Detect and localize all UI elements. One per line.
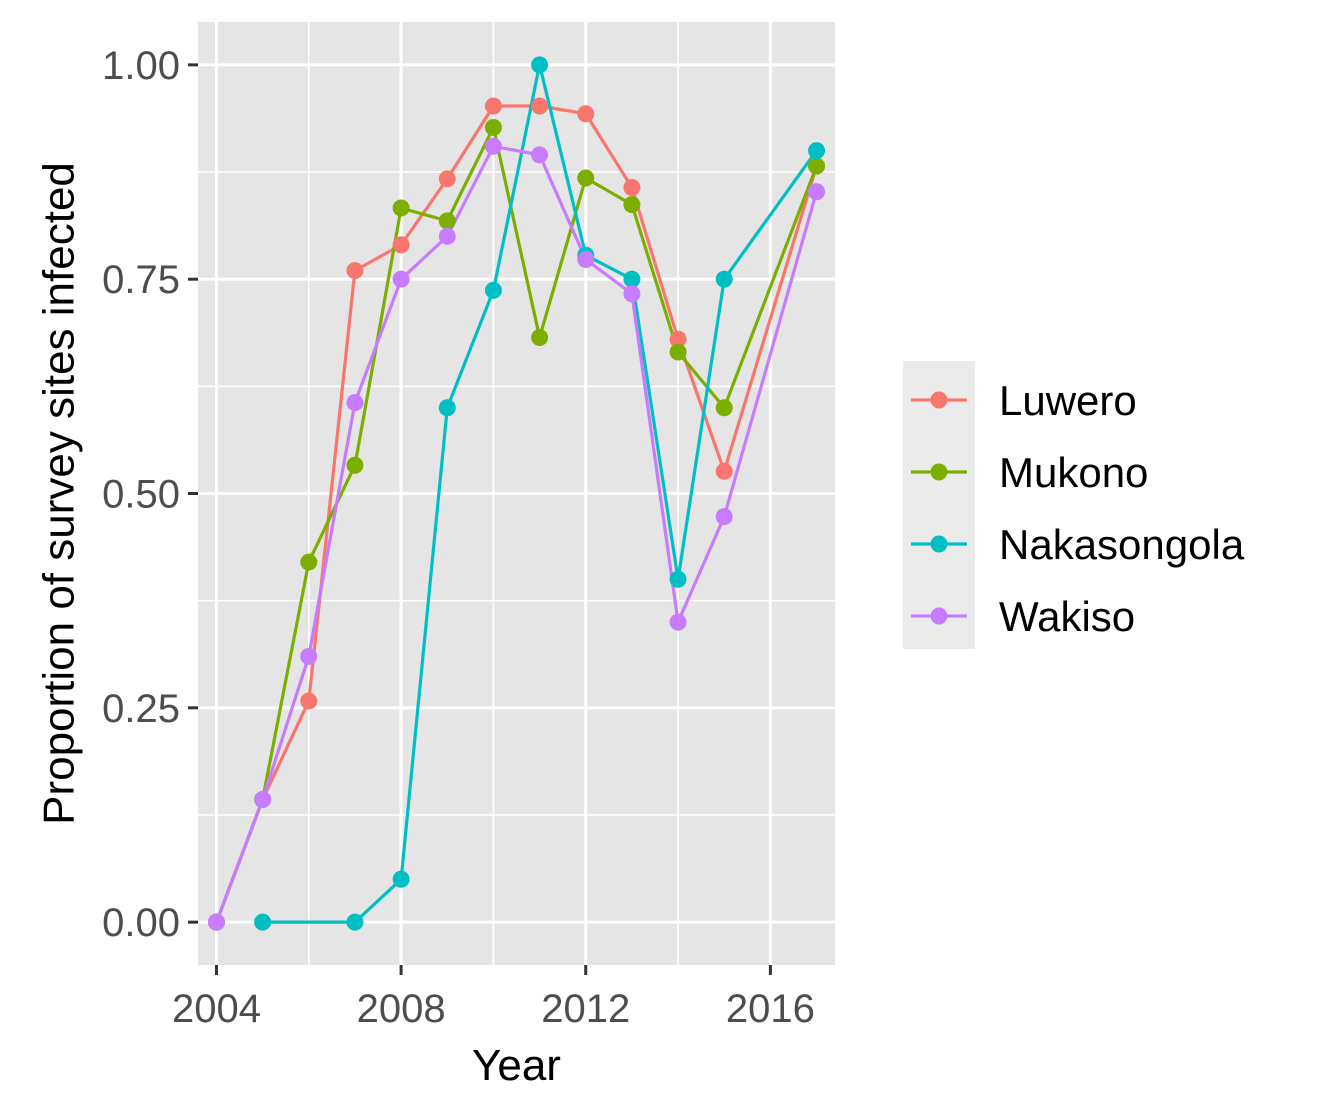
data-point (300, 647, 318, 665)
legend-key-point (930, 535, 948, 553)
data-point (577, 250, 595, 268)
legend: Luwero Mukono Nakasongola Wakiso (903, 361, 1245, 649)
data-point (438, 212, 456, 230)
legend-label: Mukono (999, 449, 1148, 496)
data-point (300, 692, 318, 710)
data-point (715, 462, 733, 480)
series-points (207, 56, 826, 931)
data-point (715, 270, 733, 288)
data-point (438, 227, 456, 245)
data-point (577, 169, 595, 187)
legend-key-point (930, 607, 948, 625)
data-point (715, 399, 733, 417)
x-tick-label: 2016 (726, 987, 815, 1031)
data-point (346, 262, 364, 280)
y-tick-label: 0.75 (102, 258, 180, 302)
y-tick-label: 1.00 (102, 44, 180, 88)
data-point (392, 870, 410, 888)
legend-key-point (930, 463, 948, 481)
x-axis: 2004 2008 2012 2016 (172, 965, 815, 1031)
data-point (808, 183, 826, 201)
data-point (484, 281, 502, 299)
data-point (531, 146, 549, 164)
data-point (346, 456, 364, 474)
data-point (392, 199, 410, 217)
y-tick-label: 0.00 (102, 901, 180, 945)
data-point (531, 328, 549, 346)
x-tick-label: 2004 (172, 987, 261, 1031)
x-tick-label: 2012 (541, 987, 630, 1031)
data-point (392, 236, 410, 254)
data-point (623, 270, 641, 288)
y-tick-label: 0.25 (102, 687, 180, 731)
legend-key-point (930, 391, 948, 409)
data-point (531, 97, 549, 115)
data-point (577, 105, 595, 123)
data-point (623, 196, 641, 214)
data-point (346, 394, 364, 412)
data-point (715, 508, 733, 526)
data-point (484, 118, 502, 136)
legend-label: Luwero (999, 377, 1137, 424)
data-point (438, 399, 456, 417)
x-tick-label: 2008 (357, 987, 446, 1031)
legend-background (903, 361, 975, 649)
data-point (300, 553, 318, 571)
data-point (808, 157, 826, 175)
data-point (484, 97, 502, 115)
data-point (623, 285, 641, 303)
data-point (254, 791, 272, 809)
data-point (669, 343, 687, 361)
data-point (669, 613, 687, 631)
y-axis-title: Proportion of survey sites infected (34, 162, 83, 825)
data-point (346, 913, 364, 931)
x-axis-title: Year (472, 1041, 561, 1090)
data-point (254, 913, 272, 931)
data-point (669, 330, 687, 348)
legend-label: Nakasongola (999, 521, 1245, 568)
data-point (669, 570, 687, 588)
y-tick-label: 0.50 (102, 473, 180, 517)
y-axis: 0.00 0.25 0.50 0.75 1.00 (102, 44, 198, 945)
legend-label: Wakiso (999, 593, 1135, 640)
data-point (392, 270, 410, 288)
data-point (808, 142, 826, 160)
data-point (207, 913, 225, 931)
data-point (531, 56, 549, 74)
data-point (484, 137, 502, 155)
data-point (438, 170, 456, 188)
data-point (623, 178, 641, 196)
